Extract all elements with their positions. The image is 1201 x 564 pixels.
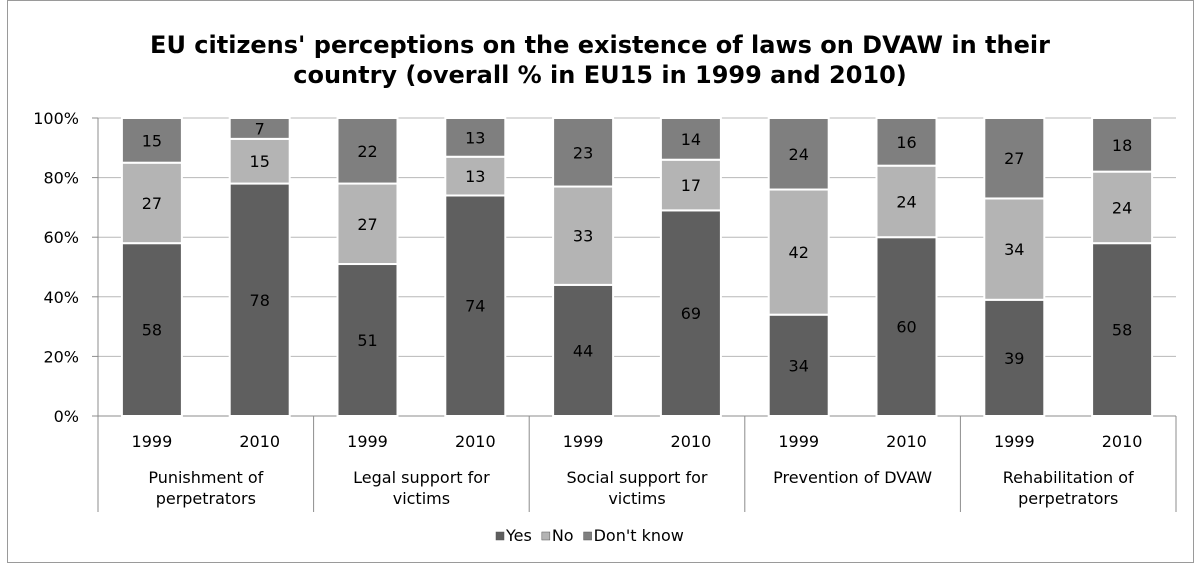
data-label: 15 — [250, 152, 270, 171]
data-label: 34 — [789, 356, 809, 375]
data-label: 15 — [142, 131, 162, 150]
bar-segment-yes — [444, 194, 507, 417]
legend-label: No — [552, 526, 574, 545]
bar-segment-don-t-know — [875, 117, 938, 167]
bar-segment-don-t-know — [444, 117, 507, 158]
x-group-label: Legal support for — [353, 468, 490, 487]
bar-segment-yes — [1091, 242, 1154, 417]
data-label: 7 — [255, 119, 265, 138]
bar-segment-yes — [659, 209, 722, 417]
data-label: 14 — [681, 130, 701, 149]
x-tick-label-year: 2010 — [455, 432, 496, 451]
x-group-label: Social support for — [566, 468, 707, 487]
data-label: 24 — [1112, 198, 1132, 217]
bar-segment-no — [552, 185, 615, 286]
data-label: 27 — [357, 215, 377, 234]
x-tick-label-year: 2010 — [239, 432, 280, 451]
data-label: 17 — [681, 176, 701, 195]
data-label: 18 — [1112, 136, 1132, 155]
bar-segment-yes — [552, 283, 615, 417]
bar-segment-no — [120, 161, 183, 245]
bar-segment-don-t-know — [552, 117, 615, 188]
x-tick-label-year: 1999 — [347, 432, 388, 451]
data-label: 74 — [465, 297, 485, 316]
y-tick-label: 40% — [43, 288, 79, 307]
x-tick-label-year: 2010 — [886, 432, 927, 451]
data-label: 69 — [681, 304, 701, 323]
legend-swatch — [583, 531, 592, 541]
data-label: 58 — [1112, 321, 1132, 340]
data-label: 51 — [357, 331, 377, 350]
x-group-label: perpetrators — [156, 489, 256, 508]
data-label: 22 — [357, 142, 377, 161]
x-axis: 1999 2010 1999 2010 1999 2010 1999 2010 1999 2010… — [97, 416, 1177, 512]
data-label: 27 — [142, 194, 162, 213]
data-label: 44 — [573, 341, 593, 360]
bar-segment-no — [336, 182, 399, 266]
bar-segment-don-t-know — [336, 117, 399, 185]
chart-title-line: country (overall % in EU15 in 1999 and 2… — [293, 61, 907, 89]
data-label: 13 — [465, 128, 485, 147]
bar-segment-don-t-know — [983, 117, 1046, 200]
y-tick-label: 60% — [43, 228, 79, 247]
data-label: 58 — [142, 321, 162, 340]
legend-label: Yes — [505, 526, 532, 545]
bar-segment-don-t-know — [767, 117, 830, 191]
bar-segment-no — [659, 158, 722, 212]
bars: 58 27 15 78 15 7 51 27 22 74 13 13 44 33 23 69 17 14 34 42 2… — [120, 117, 1154, 417]
legend-label: Don't know — [594, 526, 684, 545]
bar-segment-yes — [120, 242, 183, 417]
x-tick-label-year: 1999 — [132, 432, 173, 451]
x-group-label: Rehabilitation of — [1003, 468, 1134, 487]
bar-segment-yes — [228, 182, 291, 417]
data-label: 23 — [573, 143, 593, 162]
legend-swatch — [495, 531, 505, 541]
data-label: 42 — [789, 243, 809, 262]
bar-segment-don-t-know — [120, 117, 183, 164]
data-label: 16 — [896, 133, 916, 152]
bar-segment-no — [444, 155, 507, 197]
data-label: 24 — [789, 145, 809, 164]
x-group-label: victims — [393, 489, 450, 508]
data-label: 33 — [573, 227, 593, 246]
x-tick-label-year: 1999 — [994, 432, 1035, 451]
y-tick-label: 20% — [43, 347, 79, 366]
x-group-label: victims — [608, 489, 665, 508]
bar-segment-don-t-know — [1091, 117, 1154, 173]
data-label: 27 — [1004, 149, 1024, 168]
x-group-label: Punishment of — [148, 468, 263, 487]
x-group-label: Prevention of DVAW — [773, 468, 932, 487]
bar-segment-don-t-know — [659, 117, 722, 161]
legend-swatch — [541, 531, 551, 541]
x-tick-label-year: 1999 — [778, 432, 819, 451]
data-label: 34 — [1004, 240, 1024, 259]
chart-title-line: EU citizens' perceptions on the existenc… — [150, 31, 1050, 59]
bar-segment-don-t-know — [228, 117, 291, 140]
x-group-label: perpetrators — [1018, 489, 1118, 508]
y-axis-ticks: 0% 20% 40% 60% 80% 100% — [33, 109, 79, 426]
x-tick-label-year: 2010 — [671, 432, 712, 451]
legend: Yes No Don't know — [495, 526, 684, 545]
x-tick-label-year: 1999 — [563, 432, 604, 451]
data-label: 13 — [465, 167, 485, 186]
y-tick-label: 100% — [33, 109, 79, 128]
data-label: 39 — [1004, 349, 1024, 368]
bar-segment-yes — [983, 298, 1046, 417]
x-tick-label-year: 2010 — [1102, 432, 1143, 451]
chart-title: EU citizens' perceptions on the existenc… — [150, 31, 1050, 89]
data-label: 60 — [896, 318, 916, 337]
y-tick-label: 80% — [43, 169, 79, 188]
y-tick-label: 0% — [54, 407, 79, 426]
bar-segment-no — [875, 164, 938, 239]
data-label: 78 — [250, 291, 270, 310]
bar-segment-yes — [336, 263, 399, 417]
data-label: 24 — [896, 192, 916, 211]
bar-segment-yes — [875, 236, 938, 417]
bar-segment-no — [983, 197, 1046, 301]
